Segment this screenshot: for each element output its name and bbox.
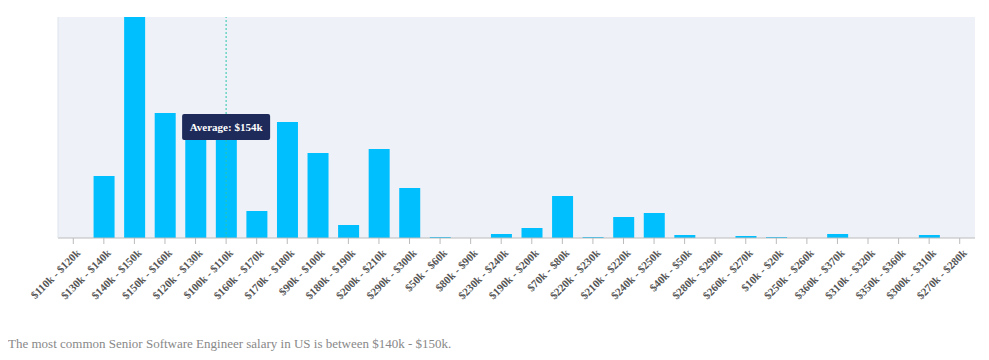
html-text:The most common Senior Softwar: The most common Senior Software Engineer… <box>8 336 452 351</box>
svg-text:$110k - $120k: $110k - $120k <box>28 246 83 301</box>
svg-text:$100k - $110k: $100k - $110k <box>181 246 236 301</box>
svg-text:$170k - $180k: $170k - $180k <box>241 246 297 302</box>
svg-text:Average: $154k: Average: $154k <box>190 121 264 133</box>
svg-text:$140k - $150k: $140k - $150k <box>88 246 144 302</box>
svg-text:$130k - $140k: $130k - $140k <box>58 246 114 302</box>
svg-text:$120k - $130k: $120k - $130k <box>150 246 205 302</box>
svg-text:$150k - $160k: $150k - $160k <box>119 246 175 302</box>
svg-text:$80k - $90k: $80k - $90k <box>432 246 480 294</box>
svg-text:$230k - $240k: $230k - $240k <box>455 246 511 302</box>
svg-text:$70k - $80k: $70k - $80k <box>524 246 572 294</box>
svg-text:$200k - $210k: $200k - $210k <box>333 246 389 302</box>
svg-text:$210k - $220k: $210k - $220k <box>578 246 633 302</box>
svg-text:$350k - $360k: $350k - $360k <box>853 246 908 302</box>
svg-text:$300k - $310k: $300k - $310k <box>883 246 939 302</box>
svg-text:$290k - $300k: $290k - $300k <box>364 246 419 302</box>
svg-text:$50k - $60k: $50k - $60k <box>402 246 450 294</box>
svg-text:$250k - $260k: $250k - $260k <box>761 246 817 302</box>
svg-text:$220k - $230k: $220k - $230k <box>547 246 603 302</box>
svg-text:$360k - $370k: $360k - $370k <box>791 246 847 302</box>
svg-text:$310k - $320k: $310k - $320k <box>822 246 878 302</box>
svg-text:$160k - $170k: $160k - $170k <box>211 246 266 302</box>
svg-text:$90k - $100k: $90k - $100k <box>276 246 327 298</box>
svg-text:$40k - $50k: $40k - $50k <box>646 246 694 294</box>
svg-text:$270k - $280k: $270k - $280k <box>914 246 969 301</box>
svg-text:$260k - $270k: $260k - $270k <box>700 246 755 302</box>
svg-text:$280k - $290k: $280k - $290k <box>669 246 725 302</box>
svg-text:$190k - $200k: $190k - $200k <box>486 246 541 302</box>
svg-text:$10k - $20k: $10k - $20k <box>738 246 786 294</box>
svg-text:$240k - $250k: $240k - $250k <box>608 246 664 302</box>
svg-text:$180k - $190k: $180k - $190k <box>302 246 358 302</box>
